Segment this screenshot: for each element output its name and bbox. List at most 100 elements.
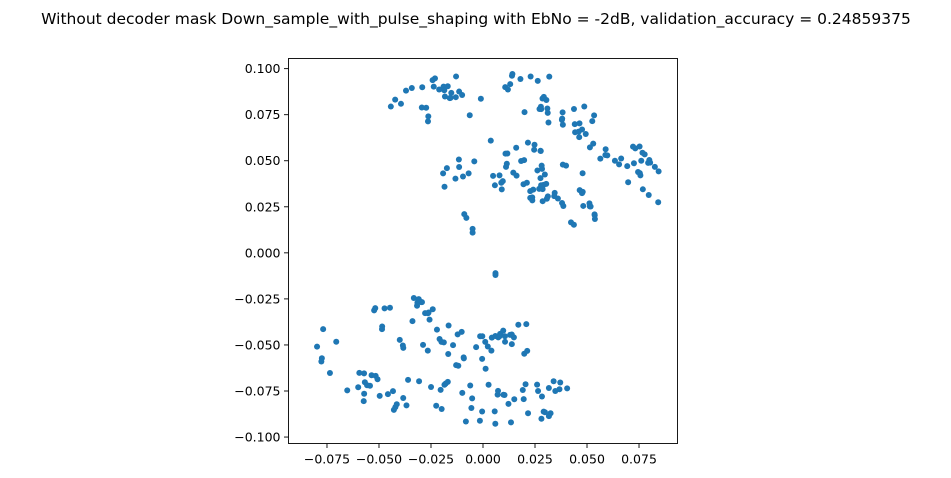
data-point xyxy=(465,170,472,177)
data-point xyxy=(361,390,368,397)
data-point xyxy=(436,86,443,93)
data-point xyxy=(500,391,507,398)
data-point xyxy=(521,157,528,164)
data-point xyxy=(438,406,445,413)
data-point xyxy=(504,150,511,157)
data-point xyxy=(618,155,625,162)
data-point xyxy=(460,355,467,362)
data-point xyxy=(564,385,571,392)
y-tick-label: −0.025 xyxy=(234,291,280,306)
x-tick-label: −0.075 xyxy=(304,452,350,467)
data-point xyxy=(376,392,383,399)
data-point xyxy=(471,158,478,165)
data-point xyxy=(408,85,415,92)
data-point xyxy=(616,161,623,168)
data-point xyxy=(586,144,593,151)
data-point xyxy=(333,338,340,345)
data-point xyxy=(428,383,435,390)
data-point xyxy=(463,214,470,221)
scatter-points xyxy=(314,70,662,427)
data-point xyxy=(520,396,527,403)
data-point xyxy=(539,198,546,205)
data-point xyxy=(545,119,552,126)
data-point xyxy=(479,333,486,340)
data-point xyxy=(538,162,545,169)
data-point xyxy=(433,402,440,409)
data-point xyxy=(571,121,578,128)
data-point xyxy=(496,172,503,179)
data-point xyxy=(374,376,381,383)
data-point xyxy=(392,96,399,103)
data-point xyxy=(602,151,609,158)
data-point xyxy=(468,404,475,411)
data-point xyxy=(539,186,546,193)
data-point xyxy=(645,159,652,166)
data-point xyxy=(459,173,466,180)
data-point xyxy=(344,387,351,394)
data-point xyxy=(611,157,618,164)
data-point xyxy=(356,369,363,376)
data-point xyxy=(538,393,545,400)
data-point xyxy=(492,420,499,427)
data-point xyxy=(466,112,473,119)
data-point xyxy=(473,344,480,351)
data-point xyxy=(589,118,596,125)
data-point xyxy=(655,199,662,206)
data-point xyxy=(551,193,558,200)
data-point xyxy=(320,326,327,333)
data-point xyxy=(625,179,632,186)
data-point xyxy=(318,358,325,365)
data-point xyxy=(534,381,541,388)
data-point xyxy=(511,396,518,403)
data-point xyxy=(366,382,373,389)
data-point xyxy=(524,347,531,354)
data-point xyxy=(425,113,432,120)
data-point xyxy=(441,93,448,100)
data-point xyxy=(459,389,466,396)
data-point xyxy=(453,362,460,369)
data-point xyxy=(651,163,658,170)
data-point xyxy=(492,271,499,278)
data-point xyxy=(429,306,436,313)
data-point xyxy=(540,408,547,415)
data-point xyxy=(441,381,448,388)
data-point xyxy=(517,76,524,83)
data-point xyxy=(581,103,588,110)
data-point xyxy=(403,402,410,409)
data-point xyxy=(529,194,536,201)
data-point xyxy=(545,384,552,391)
data-point xyxy=(498,186,505,193)
data-point xyxy=(482,365,489,372)
data-point xyxy=(537,175,544,182)
data-point xyxy=(372,305,379,312)
data-point xyxy=(541,171,548,178)
data-point xyxy=(420,341,427,348)
data-point xyxy=(534,167,541,174)
data-point xyxy=(496,333,503,340)
data-point xyxy=(379,326,386,333)
data-point xyxy=(433,326,440,333)
data-point xyxy=(456,164,463,171)
data-point xyxy=(384,391,391,398)
data-point xyxy=(591,216,598,223)
data-point xyxy=(639,186,646,193)
y-tick-label: 0.050 xyxy=(245,153,281,168)
data-point xyxy=(624,163,631,170)
y-tick-label: 0.025 xyxy=(245,199,281,214)
data-point xyxy=(570,105,577,112)
data-point xyxy=(591,211,598,218)
data-point xyxy=(423,104,430,111)
data-point xyxy=(405,376,412,383)
x-tick-label: 0.050 xyxy=(569,452,605,467)
data-point xyxy=(525,410,532,417)
data-point xyxy=(452,175,459,182)
data-point xyxy=(397,100,404,107)
data-point xyxy=(509,70,516,77)
data-point xyxy=(396,336,403,343)
data-point xyxy=(602,146,609,153)
data-point xyxy=(455,156,462,163)
data-point xyxy=(441,183,448,190)
data-point xyxy=(636,143,643,150)
data-point xyxy=(482,338,489,345)
